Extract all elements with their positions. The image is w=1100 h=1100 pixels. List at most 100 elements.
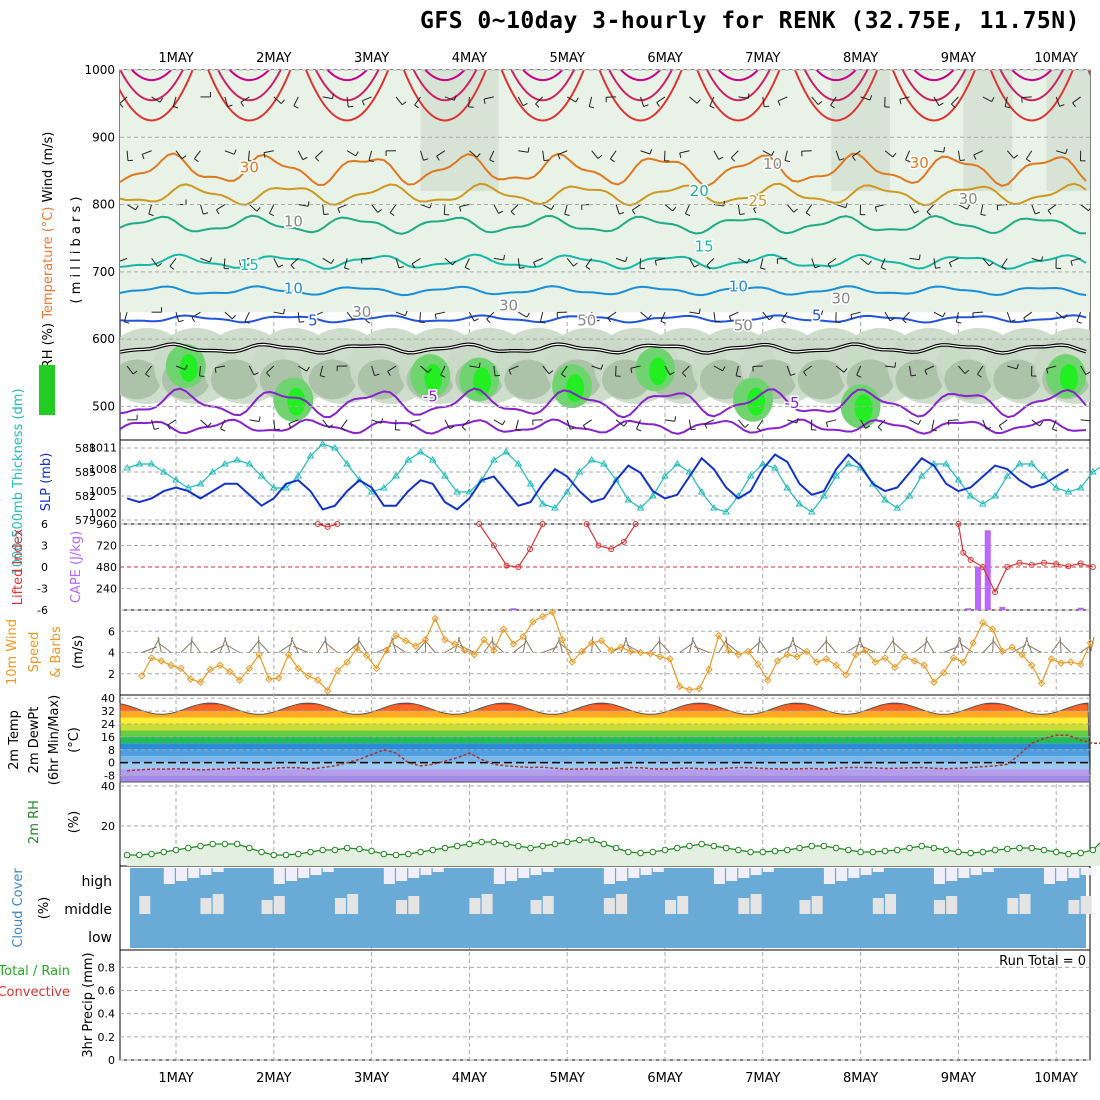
wind-barb	[518, 311, 528, 318]
wind-barb	[151, 258, 158, 267]
wind-barb	[737, 204, 741, 215]
wind-barb-flag	[278, 264, 284, 268]
wind-barb-flag	[414, 104, 419, 109]
surface-wind-barb	[658, 640, 671, 653]
slp-tick-label: 1008	[89, 463, 117, 476]
day-label-top: 8MAY	[843, 51, 878, 66]
wind-barb	[469, 150, 478, 158]
wind-axis-label: Speed	[27, 632, 42, 673]
rh-marker	[221, 840, 229, 848]
wind-speed-marker	[226, 667, 234, 676]
rh-marker	[233, 840, 241, 848]
rh-marker	[527, 844, 534, 852]
wind-barb	[518, 150, 529, 153]
wind-barb-flag	[293, 105, 299, 109]
thickness-marker	[1064, 488, 1073, 495]
rh-50-blob	[797, 359, 846, 400]
wind-barb-flag	[209, 257, 213, 263]
rh-marker	[722, 844, 730, 852]
wind-barb	[387, 365, 397, 372]
temp-axis-label: 2m Temp	[7, 710, 22, 770]
wind-barb	[753, 204, 764, 210]
wind-barb	[240, 96, 250, 103]
isotherm-label: 30	[959, 190, 978, 208]
wind-barb-flag	[682, 372, 687, 377]
isotherm-arc	[402, 70, 487, 122]
wind-barb	[801, 150, 812, 152]
rh-90-blob	[287, 387, 306, 416]
wind-barb	[762, 96, 765, 107]
cape-tick-label: 960	[96, 518, 117, 531]
rh-marker	[343, 844, 351, 852]
wind-barb	[636, 419, 642, 430]
wind-barb	[175, 150, 183, 160]
wind-barb	[884, 311, 891, 322]
wind-barb	[1055, 311, 1065, 319]
wind-barb	[926, 204, 935, 213]
isotherm-label: 10	[284, 212, 303, 230]
day-label-bottom: 7MAY	[745, 1071, 780, 1086]
wind-barb	[585, 258, 593, 267]
thickness-marker	[331, 444, 339, 451]
wind-barb-flag	[575, 97, 579, 103]
thickness-marker	[551, 504, 559, 511]
wind-barb	[542, 365, 550, 375]
wind-barb-flag	[669, 371, 675, 376]
cloud-high-gap	[616, 868, 628, 881]
rh-legend-swatch	[39, 365, 55, 415]
surface-wind-barb	[982, 640, 995, 653]
lifted-index-marker	[515, 564, 522, 570]
wind-speed-marker	[695, 684, 703, 693]
thickness-marker	[820, 492, 828, 499]
thickness-marker	[954, 476, 963, 483]
upper-ylabel: RH (%) Temperature (°C) Wind (m/s)	[39, 132, 56, 415]
isotherm-label: 30	[240, 159, 259, 177]
cloud-high-gap	[848, 868, 860, 878]
wind-barb	[877, 419, 886, 428]
day-label-top: 4MAY	[452, 51, 487, 66]
temp-band	[120, 743, 1090, 750]
isotherm-20	[120, 214, 1086, 235]
wind-barb	[884, 150, 894, 158]
wind-barb	[905, 150, 910, 161]
thickness-marker	[1052, 484, 1061, 491]
thickness-marker	[722, 508, 731, 515]
cloud-unit-label: (%)	[37, 897, 52, 920]
wind-barb	[266, 365, 275, 374]
thickness-marker	[269, 484, 278, 491]
wind-barb-flag	[781, 320, 787, 324]
wind-barb	[273, 96, 282, 104]
wind-barb	[493, 204, 499, 214]
wind-speed-marker	[284, 650, 293, 659]
thickness-marker	[795, 500, 804, 507]
wind-barb-flag	[502, 420, 506, 426]
surface-wind-barb	[180, 641, 193, 653]
wind-barb-flag	[510, 211, 515, 216]
wind-barb-flag	[654, 260, 657, 266]
wind-barb-flag	[194, 158, 199, 163]
wind-barb-flag	[573, 262, 578, 267]
slp-axis-label: SLP (mb)	[39, 453, 54, 512]
wind-barb-flag	[380, 418, 384, 424]
wind-barb-flag	[169, 265, 175, 270]
surface-wind-barb	[845, 643, 860, 653]
day-label-top: 5MAY	[550, 51, 585, 66]
wind-barb	[591, 365, 602, 370]
day-label-bottom: 5MAY	[550, 1071, 585, 1086]
wind-barb-flag	[269, 213, 275, 217]
rh-50-blob	[210, 359, 259, 400]
wind-axis-label: (m/s)	[71, 635, 86, 669]
thickness-marker	[343, 460, 352, 467]
wind-barb	[273, 419, 276, 430]
wind-barb	[344, 258, 348, 269]
wind-speed-marker	[304, 672, 312, 680]
cloud-middle-gap	[1080, 896, 1092, 914]
wind-barb	[655, 257, 666, 262]
wind-barb	[223, 258, 226, 269]
wind-barb	[713, 150, 720, 160]
wind-barb	[762, 311, 770, 321]
wind-barb-flag	[892, 152, 897, 158]
wind-barb-flag	[452, 260, 457, 266]
wind-barb	[493, 419, 503, 426]
surface-wind-barb	[257, 640, 270, 653]
